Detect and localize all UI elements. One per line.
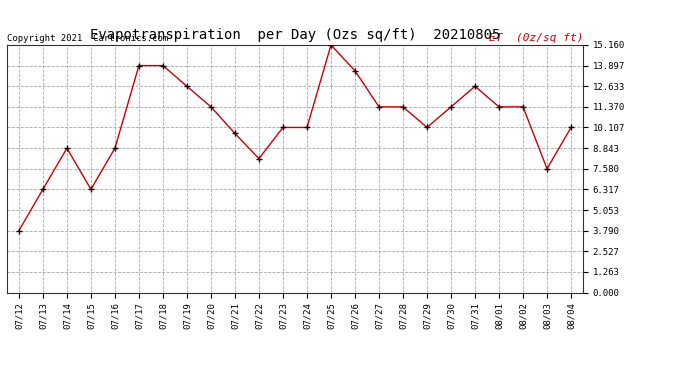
Title: Evapotranspiration  per Day (Ozs sq/ft)  20210805: Evapotranspiration per Day (Ozs sq/ft) 2… xyxy=(90,28,500,42)
Text: Copyright 2021  Cartronics.com: Copyright 2021 Cartronics.com xyxy=(7,33,168,42)
Text: ET  (0z/sq ft): ET (0z/sq ft) xyxy=(489,33,583,42)
